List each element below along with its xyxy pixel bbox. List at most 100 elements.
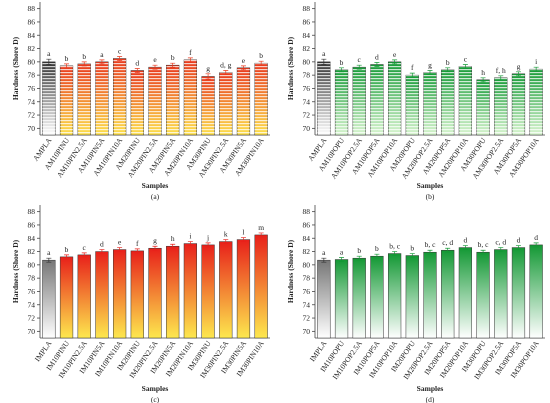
significance-label: g: [428, 60, 432, 69]
significance-label: a: [47, 248, 51, 257]
bar: [334, 259, 349, 339]
error-bar: [356, 64, 362, 70]
y-tick-label: 76: [28, 84, 36, 93]
y-tick-label: 82: [28, 44, 36, 53]
significance-label: a: [322, 248, 326, 257]
y-tick-label: 88: [303, 4, 311, 13]
bar: [166, 245, 180, 339]
bar: [254, 234, 268, 339]
y-tick-label: 76: [303, 84, 311, 93]
error-bar: [321, 58, 327, 65]
bar-stripes: [476, 79, 490, 135]
y-tick-label: 80: [303, 57, 311, 66]
significance-label: j: [206, 233, 209, 242]
error-bar: [117, 56, 123, 61]
error-bar: [258, 60, 264, 66]
significance-label: c, d: [442, 238, 453, 247]
significance-label: b, c: [478, 240, 490, 249]
error-bar: [339, 257, 345, 262]
significance-label: h: [171, 234, 175, 243]
error-bar: [356, 255, 362, 261]
error-bar: [498, 247, 504, 252]
x-axis-label: Samples: [417, 181, 444, 190]
significance-label: c: [358, 55, 362, 64]
y-tick-label: 80: [28, 57, 36, 66]
error-bar: [480, 249, 486, 255]
significance-label: d: [100, 240, 104, 249]
y-tick-label: 82: [303, 44, 311, 53]
y-tick-label: 86: [303, 17, 311, 26]
error-bar: [170, 243, 176, 249]
bar: [529, 244, 543, 339]
error-bar: [99, 59, 105, 65]
significance-label: d: [534, 233, 538, 242]
y-tick-label: 86: [28, 220, 36, 229]
error-bar: [187, 241, 193, 246]
bar-stripes: [95, 61, 109, 135]
bar-stripes: [42, 61, 56, 135]
significance-label: b: [375, 244, 379, 253]
bar: [370, 255, 384, 339]
error-bar: [46, 58, 52, 65]
x-axis-label: Samples: [142, 181, 169, 190]
error-bar: [152, 64, 158, 70]
error-bar: [223, 239, 229, 244]
bar-stripes: [237, 67, 250, 135]
error-bar: [409, 253, 415, 258]
bar-stripes: [130, 70, 144, 135]
error-bar: [427, 70, 433, 75]
error-bar: [533, 242, 539, 248]
error-bar: [498, 75, 504, 81]
y-tick-label: 84: [303, 234, 311, 243]
error-bar: [152, 245, 158, 251]
significance-label: d: [464, 236, 468, 245]
bar-stripes: [113, 58, 126, 135]
bar-stripes: [352, 67, 366, 135]
bar-stripes: [494, 77, 508, 135]
y-tick-label: 80: [303, 260, 311, 269]
y-tick-label: 72: [303, 111, 311, 120]
y-tick-label: 70: [303, 327, 311, 336]
significance-label: b: [446, 58, 450, 67]
y-tick-label: 74: [28, 300, 36, 309]
bar-stripes: [529, 69, 543, 135]
significance-label: a: [322, 49, 326, 58]
bar: [95, 251, 109, 339]
error-bar: [339, 67, 345, 73]
error-bar: [374, 253, 380, 259]
significance-label: f, h: [496, 66, 506, 75]
panel-label: (d): [426, 395, 435, 403]
bar: [42, 259, 56, 339]
error-bar: [81, 61, 87, 67]
significance-label: b: [82, 52, 86, 61]
error-bar: [392, 251, 398, 256]
significance-label: c: [464, 55, 468, 64]
y-tick-label: 72: [28, 111, 36, 120]
error-bar: [99, 249, 105, 254]
significance-label: d: [375, 53, 379, 62]
error-bar: [445, 67, 451, 73]
error-bar: [64, 63, 70, 69]
significance-label: e: [118, 238, 122, 247]
y-tick-label: 84: [303, 31, 311, 40]
bar-stripes: [335, 69, 348, 135]
bar: [405, 255, 419, 339]
significance-label: d, g: [220, 60, 232, 69]
bar-stripes: [166, 65, 180, 135]
x-axis-label: Samples: [417, 384, 444, 393]
y-tick-label: 74: [303, 300, 311, 309]
error-bar: [480, 77, 486, 83]
significance-label: c: [118, 47, 122, 56]
bar: [441, 249, 455, 339]
bar-stripes: [405, 75, 419, 135]
significance-label: e: [393, 50, 397, 59]
bar: [219, 241, 233, 339]
error-bar: [81, 252, 87, 258]
bar: [476, 251, 490, 339]
significance-label: k: [224, 230, 228, 239]
significance-label: g: [517, 62, 521, 71]
y-tick-label: 72: [28, 314, 36, 323]
